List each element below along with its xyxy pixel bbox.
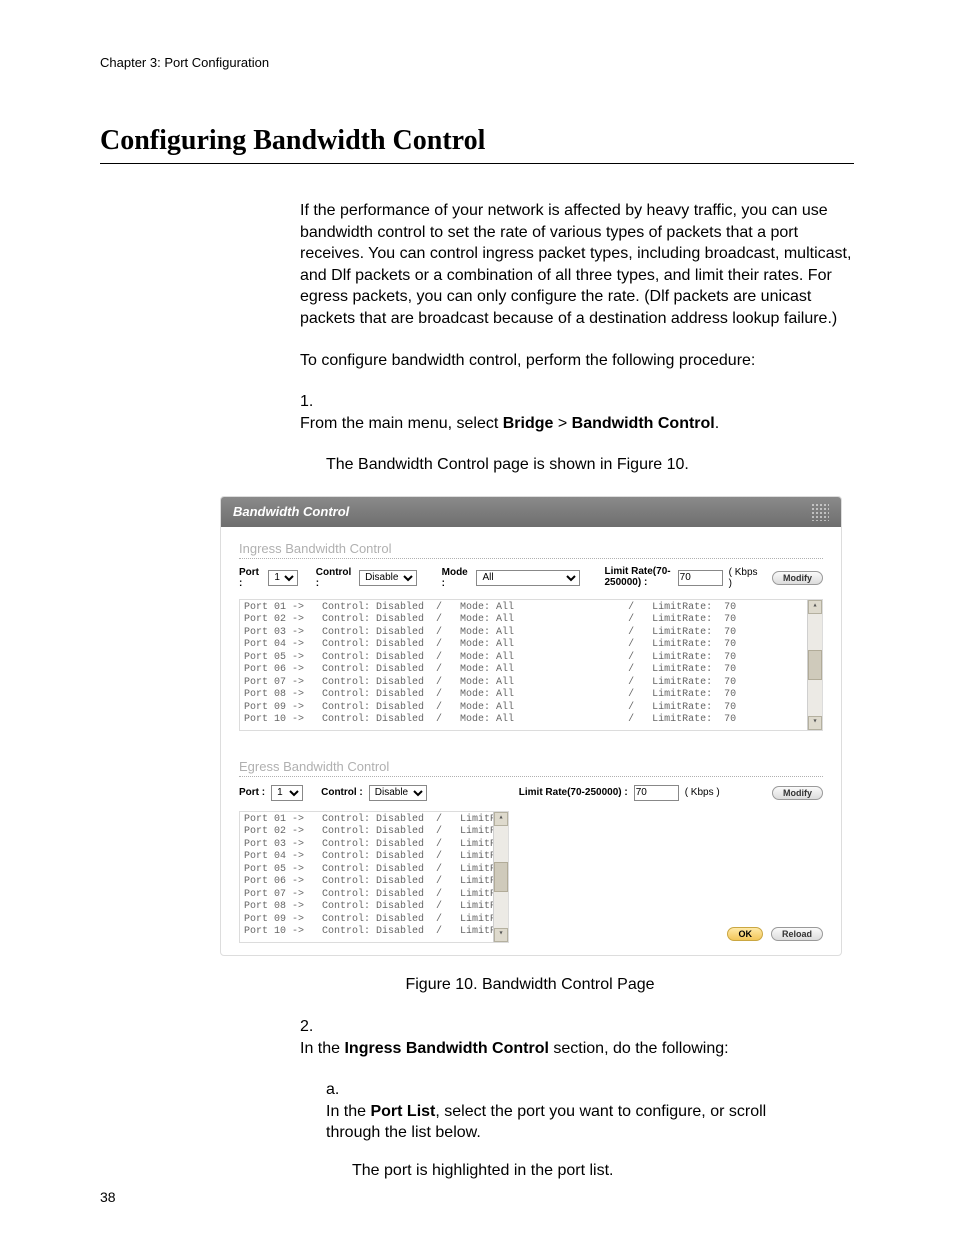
scroll-down-icon[interactable]: ▾ [808, 716, 822, 730]
step-number: 2. [300, 1016, 326, 1038]
page-number: 38 [100, 1189, 116, 1205]
chapter-line: Chapter 3: Port Configuration [100, 55, 854, 70]
step-2: 2. In the Ingress Bandwidth Control sect… [300, 1016, 854, 1059]
step1-text: From the main menu, select [300, 415, 503, 432]
ingress-rate-input[interactable] [678, 570, 723, 586]
reload-button[interactable]: Reload [771, 927, 823, 941]
step2-bold: Ingress Bandwidth Control [344, 1040, 548, 1057]
figure-caption: Figure 10. Bandwidth Control Page [220, 976, 840, 994]
step1-sub: The Bandwidth Control page is shown in F… [326, 454, 854, 476]
egress-rate-input[interactable] [634, 785, 679, 801]
ingress-port-select[interactable]: 1 [268, 570, 298, 586]
ok-button[interactable]: OK [727, 927, 763, 941]
ingress-port-label: Port : [239, 567, 262, 589]
scroll-up-icon[interactable]: ▴ [494, 812, 508, 826]
egress-port-label: Port : [239, 787, 265, 798]
step-number: 1. [300, 391, 326, 413]
egress-control-label: Control : [321, 787, 363, 798]
step-2a: a. In the Port List, select the port you… [326, 1079, 854, 1144]
scroll-down-icon[interactable]: ▾ [494, 928, 508, 942]
ingress-modify-button[interactable]: Modify [772, 571, 823, 585]
egress-port-select[interactable]: 1 [271, 785, 303, 801]
scroll-up-icon[interactable]: ▴ [808, 600, 822, 614]
step2a-sub: The port is highlighted in the port list… [352, 1160, 854, 1182]
ingress-kbps: ( Kbps ) [729, 567, 760, 589]
scrollbar[interactable]: ▴ ▾ [493, 812, 508, 942]
egress-controls: Port : 1 Control : Disable Limit Rate(70… [239, 785, 823, 801]
title-rule [100, 163, 854, 164]
egress-kbps: ( Kbps ) [685, 787, 720, 798]
ingress-controls: Port : 1 Control : Disable Mode : All Li… [239, 567, 823, 589]
step-letter: a. [326, 1079, 352, 1101]
panel-header: Bandwidth Control [221, 497, 841, 527]
page-title: Configuring Bandwidth Control [100, 125, 854, 157]
scroll-thumb[interactable] [494, 862, 508, 892]
intro-paragraph: If the performance of your network is af… [300, 200, 854, 330]
egress-rate-label: Limit Rate(70-250000) : [519, 787, 628, 798]
scroll-thumb[interactable] [808, 650, 822, 680]
step1-bold2: Bandwidth Control [572, 415, 715, 432]
egress-control-select[interactable]: Disable [369, 785, 427, 801]
ingress-control-select[interactable]: Disable [359, 570, 417, 586]
egress-modify-button[interactable]: Modify [772, 786, 823, 800]
panel-title: Bandwidth Control [233, 504, 349, 519]
ingress-mode-label: Mode : [442, 567, 471, 589]
ingress-mode-select[interactable]: All [476, 570, 579, 586]
ingress-rate-label: Limit Rate(70-250000) : [604, 567, 671, 588]
step2a-bold: Port List [370, 1103, 435, 1120]
ingress-port-list[interactable]: Port 01 -> Control: Disabled / Mode: All… [239, 599, 823, 731]
procedure-lead: To configure bandwidth control, perform … [300, 350, 854, 372]
brand-icon [811, 503, 829, 521]
bandwidth-control-panel: Bandwidth Control Ingress Bandwidth Cont… [220, 496, 842, 956]
ingress-control-label: Control : [316, 567, 353, 589]
step-1: 1. From the main menu, select Bridge > B… [300, 391, 854, 434]
step1-bold1: Bridge [503, 415, 554, 432]
egress-port-list[interactable]: Port 01 -> Control: Disabled / LimitRate… [239, 811, 509, 943]
ingress-section-title: Ingress Bandwidth Control [239, 541, 823, 559]
scrollbar[interactable]: ▴ ▾ [807, 600, 822, 730]
egress-section-title: Egress Bandwidth Control [239, 759, 823, 777]
